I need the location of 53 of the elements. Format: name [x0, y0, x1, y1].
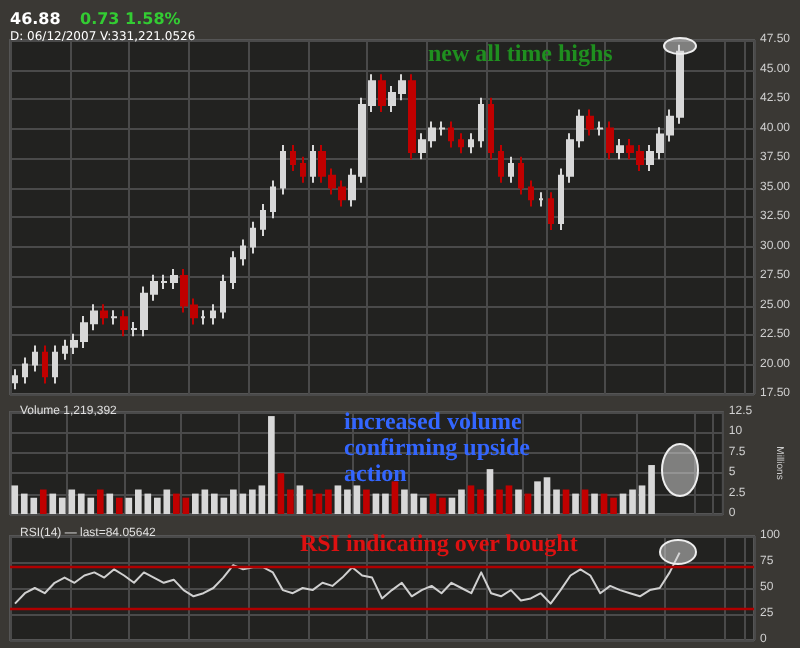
candlestick — [498, 144, 504, 184]
bar — [515, 489, 522, 514]
candlestick — [290, 144, 296, 172]
candlestick — [100, 303, 108, 326]
candlestick — [110, 309, 118, 326]
candlestick — [488, 96, 494, 161]
candlestick — [596, 120, 604, 137]
candlestick — [52, 344, 58, 385]
bar — [106, 493, 114, 514]
text: 0.73 1.58% — [80, 10, 181, 28]
candlestick — [408, 73, 416, 161]
candlestick — [12, 368, 18, 391]
candlestick — [240, 238, 246, 267]
bar — [39, 489, 47, 514]
candlestick — [508, 155, 514, 184]
bar — [96, 489, 104, 514]
candlestick — [548, 191, 554, 231]
candlestick — [606, 120, 614, 161]
text: 46.88 — [10, 10, 62, 28]
candlestick — [220, 273, 226, 320]
bar — [391, 481, 399, 514]
candlestick — [528, 179, 534, 208]
bar — [486, 469, 494, 514]
bar — [296, 485, 304, 514]
candlestick — [538, 191, 544, 208]
candlestick — [210, 303, 216, 326]
candlestick — [378, 73, 386, 113]
candlestick — [518, 155, 524, 196]
candlestick — [32, 344, 38, 373]
candlestick — [120, 309, 128, 338]
candlestick — [270, 179, 276, 220]
candlestick — [260, 203, 266, 237]
candlestick — [478, 96, 484, 149]
candlestick — [280, 144, 286, 196]
candlestick — [616, 138, 624, 161]
candlestick — [22, 356, 28, 385]
bar — [115, 497, 123, 514]
candlestick — [310, 144, 316, 184]
annotation: RSI indicating over bought — [300, 529, 578, 557]
bar — [363, 489, 370, 514]
candlestick — [458, 132, 464, 155]
candlestick — [300, 155, 306, 184]
annotation: increased volume confirming upside action — [344, 407, 537, 487]
annotation: new all time highs — [428, 39, 614, 67]
candlestick — [448, 120, 454, 149]
candlestick — [250, 220, 256, 255]
bar — [591, 493, 598, 514]
bar — [572, 493, 579, 514]
candlestick — [230, 250, 236, 290]
candlestick — [200, 309, 206, 326]
candlestick — [586, 108, 594, 137]
candlestick — [468, 132, 474, 155]
candlestick — [42, 344, 48, 385]
